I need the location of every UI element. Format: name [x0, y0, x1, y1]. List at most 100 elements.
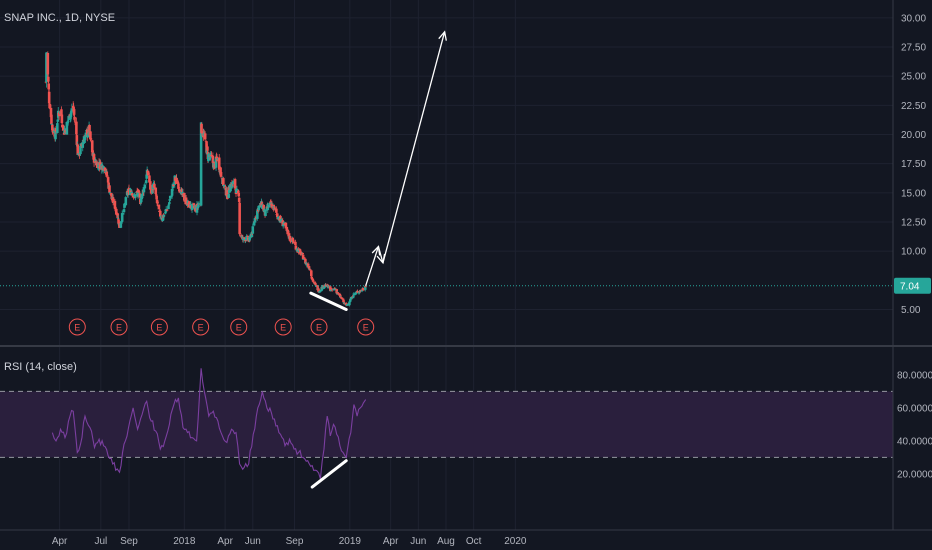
- candle: [165, 209, 169, 212]
- symbol-title[interactable]: SNAP INC., 1D, NYSE: [4, 12, 116, 24]
- rsi-divergence-trendline[interactable]: [310, 459, 348, 489]
- candle: [177, 186, 181, 192]
- candle: [229, 182, 232, 193]
- earnings-marker-label: E: [280, 323, 286, 333]
- candle: [257, 205, 261, 210]
- candle: [60, 110, 64, 125]
- price-tick-label: 20.00: [901, 130, 926, 141]
- candle: [353, 293, 356, 296]
- forecast-arrow[interactable]: [365, 245, 381, 286]
- candle: [103, 167, 107, 173]
- candle: [354, 292, 358, 296]
- candle: [318, 291, 321, 293]
- earnings-marker[interactable]: E: [274, 318, 292, 336]
- candle: [46, 73, 50, 83]
- candle: [292, 239, 296, 244]
- price-tick-label: 10.00: [901, 247, 926, 258]
- candle: [237, 189, 241, 198]
- rsi-line: [51, 368, 367, 479]
- earnings-marker-label: E: [363, 323, 369, 333]
- candle: [233, 177, 237, 192]
- support-trendline[interactable]: [309, 291, 348, 311]
- rsi-tick-label: 20.0000: [897, 469, 932, 480]
- candle: [330, 288, 334, 292]
- candle: [308, 267, 312, 271]
- candle: [356, 289, 359, 294]
- candle: [171, 182, 175, 192]
- candle: [66, 119, 70, 126]
- candle: [203, 131, 207, 142]
- price-tick-label: 27.50: [901, 43, 926, 54]
- candle: [124, 196, 128, 207]
- candle: [241, 237, 245, 243]
- candle: [153, 181, 156, 189]
- candle: [127, 184, 131, 196]
- candle: [295, 247, 299, 252]
- price-tick-label: 15.00: [901, 188, 926, 199]
- earnings-marker[interactable]: E: [310, 318, 328, 336]
- candle: [299, 250, 302, 256]
- candle: [83, 135, 86, 145]
- candle: [178, 188, 182, 193]
- candle: [159, 215, 163, 220]
- candle: [361, 287, 365, 291]
- forecast-arrow[interactable]: [382, 30, 447, 264]
- earnings-marker-label: E: [74, 323, 80, 333]
- price-tick-label: 30.00: [901, 13, 926, 24]
- x-tick-label: Apr: [52, 536, 68, 547]
- candle: [85, 126, 89, 142]
- candle: [47, 80, 51, 93]
- candle: [261, 203, 264, 210]
- earnings-marker[interactable]: E: [68, 318, 86, 336]
- rsi-title[interactable]: RSI (14, close): [4, 361, 77, 373]
- arrow-head: [438, 30, 447, 41]
- x-tick-label: Aug: [437, 536, 455, 547]
- candle: [341, 297, 345, 300]
- price-tick-label: 5.00: [901, 305, 921, 316]
- earnings-marker[interactable]: E: [230, 318, 248, 336]
- candle: [244, 239, 248, 242]
- x-tick-label: Sep: [286, 536, 304, 547]
- earnings-marker[interactable]: E: [192, 318, 210, 336]
- candle: [359, 289, 363, 292]
- candle: [188, 200, 191, 208]
- x-tick-label: 2020: [504, 536, 527, 547]
- candle: [301, 252, 305, 260]
- candle: [327, 286, 331, 288]
- x-tick-label: Jun: [245, 536, 261, 547]
- candle: [102, 165, 105, 170]
- candle: [66, 122, 70, 127]
- candle: [91, 147, 95, 160]
- candle: [81, 141, 85, 152]
- candle: [227, 191, 231, 199]
- x-tick-label: Sep: [120, 536, 138, 547]
- candle: [75, 117, 78, 138]
- candle: [177, 180, 180, 192]
- earnings-marker[interactable]: E: [150, 318, 168, 336]
- earnings-marker[interactable]: E: [357, 318, 375, 336]
- candles: [44, 51, 368, 307]
- candle: [192, 202, 196, 207]
- candle: [314, 285, 318, 287]
- rsi-tick-label: 80.0000: [897, 370, 932, 381]
- candle: [308, 268, 311, 270]
- x-tick-label: Apr: [383, 536, 399, 547]
- candle: [337, 292, 340, 296]
- candle: [342, 302, 346, 304]
- earnings-marker[interactable]: E: [110, 318, 128, 336]
- candle: [72, 105, 76, 120]
- candle: [156, 201, 159, 207]
- price-badge: 7.04: [894, 277, 931, 294]
- candle: [210, 151, 213, 158]
- candle: [158, 209, 162, 219]
- candle: [273, 204, 276, 209]
- candle: [216, 157, 220, 161]
- candle: [118, 221, 121, 229]
- candle: [76, 143, 80, 156]
- candle: [67, 114, 70, 122]
- candle: [181, 188, 184, 198]
- candle: [270, 201, 273, 204]
- candle: [264, 209, 267, 217]
